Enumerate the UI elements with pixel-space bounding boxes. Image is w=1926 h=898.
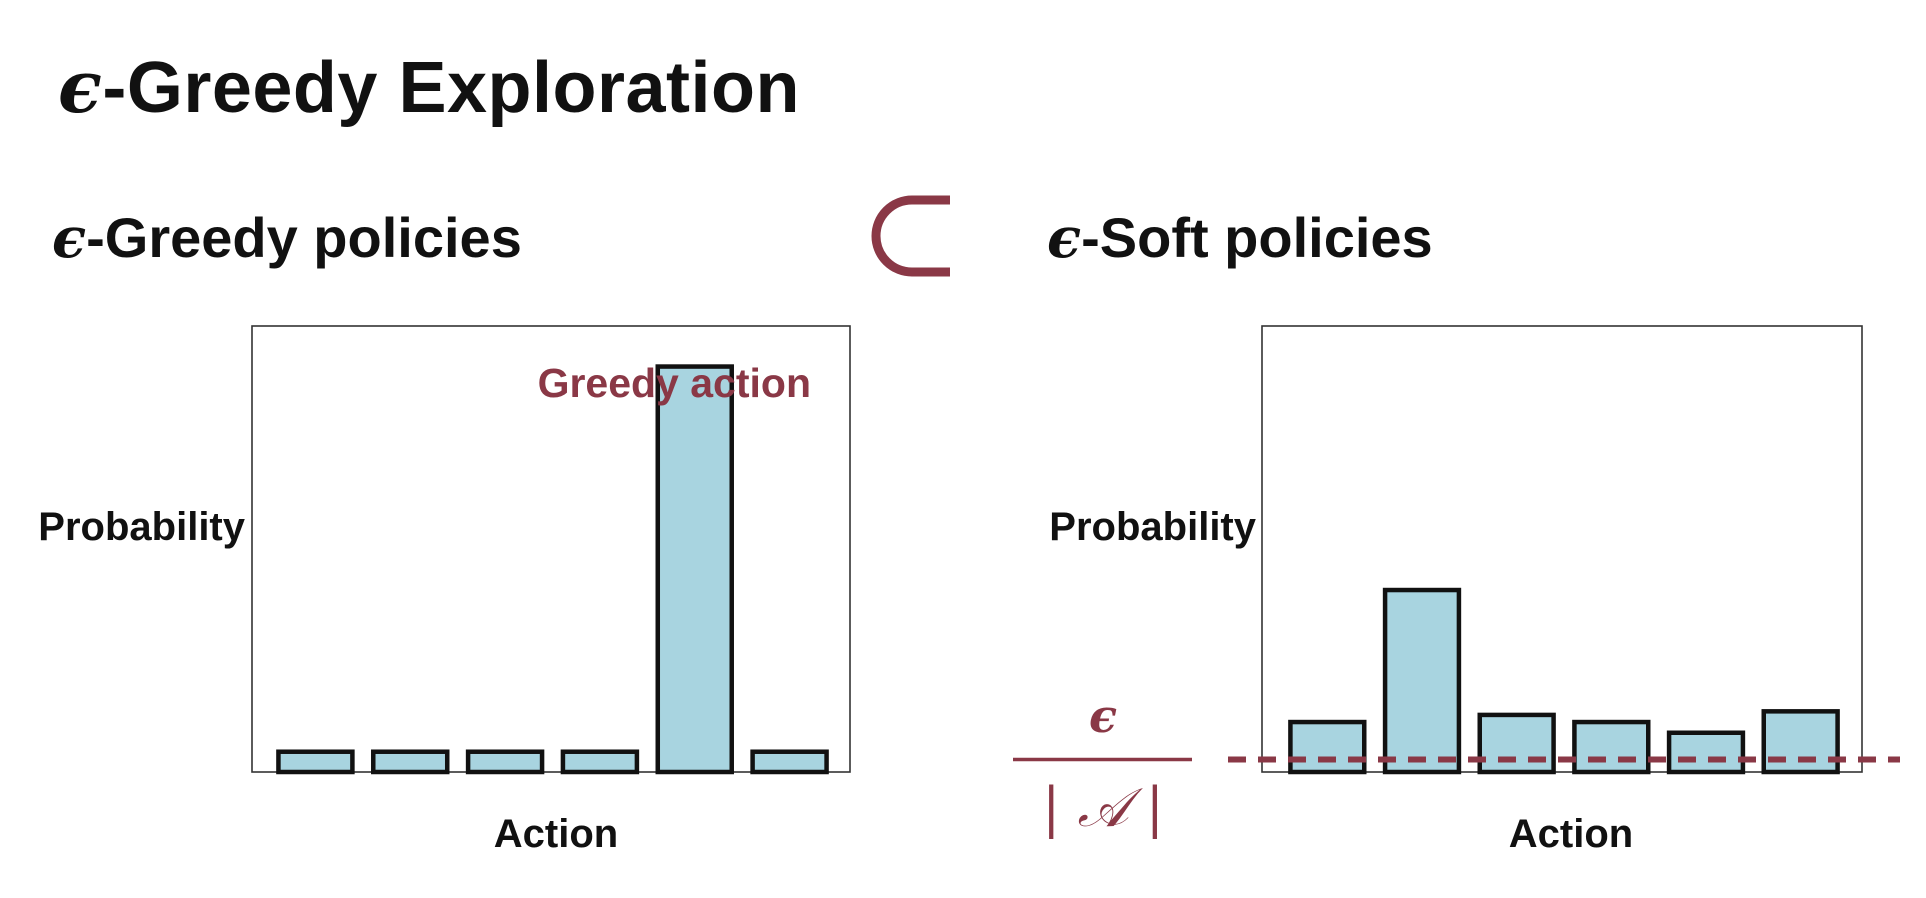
soft-chart-frame (1261, 325, 1863, 773)
title-epsilon: ϵ (58, 44, 103, 129)
soft-bar-a3 (1477, 712, 1556, 775)
greedy-x-axis-label: Action (494, 812, 618, 856)
soft-bar-a2 (1382, 587, 1462, 775)
epsilon-fraction-numerator: ϵ (1089, 689, 1117, 743)
soft-bar-a1 (1288, 719, 1367, 775)
greedy-bar-a6 (750, 749, 829, 775)
greedy-bars (276, 364, 829, 775)
soft-chart: Probability Action ϵ | 𝒜 | (1013, 325, 1900, 856)
greedy-action-label: Greedy action (538, 360, 811, 406)
soft-bar-a4 (1572, 719, 1651, 775)
greedy-chart: Greedy action Probability Action (38, 325, 851, 856)
soft-x-axis-label: Action (1509, 812, 1633, 856)
greedy-chart-frame (251, 325, 851, 773)
greedy-bar-a5 (655, 364, 734, 775)
right-heading-epsilon: ϵ (1047, 205, 1082, 271)
slide-title: ϵ-Greedy Exploration (58, 44, 800, 129)
right-heading-text: -Soft policies (1081, 206, 1433, 269)
epsilon-greedy-heading: ϵ-Greedy policies (52, 205, 522, 271)
epsilon-soft-heading: ϵ-Soft policies (1047, 205, 1433, 271)
soft-y-axis-label: Probability (1049, 505, 1256, 549)
greedy-y-axis-label: Probability (38, 505, 245, 549)
greedy-bar-a2 (371, 749, 450, 775)
left-heading-text: -Greedy policies (86, 206, 522, 269)
soft-bars (1288, 587, 1840, 775)
subset-symbol: ⊂ (871, 195, 950, 277)
greedy-bar-a3 (465, 749, 545, 775)
soft-bar-a5 (1666, 730, 1746, 775)
greedy-bar-a1 (276, 749, 355, 775)
soft-bar-a6 (1761, 709, 1840, 775)
left-heading-epsilon: ϵ (52, 205, 87, 271)
title-text: -Greedy Exploration (102, 48, 800, 128)
epsilon-fraction-denominator: | 𝒜 | (1042, 776, 1164, 839)
greedy-bar-a4 (560, 749, 640, 775)
